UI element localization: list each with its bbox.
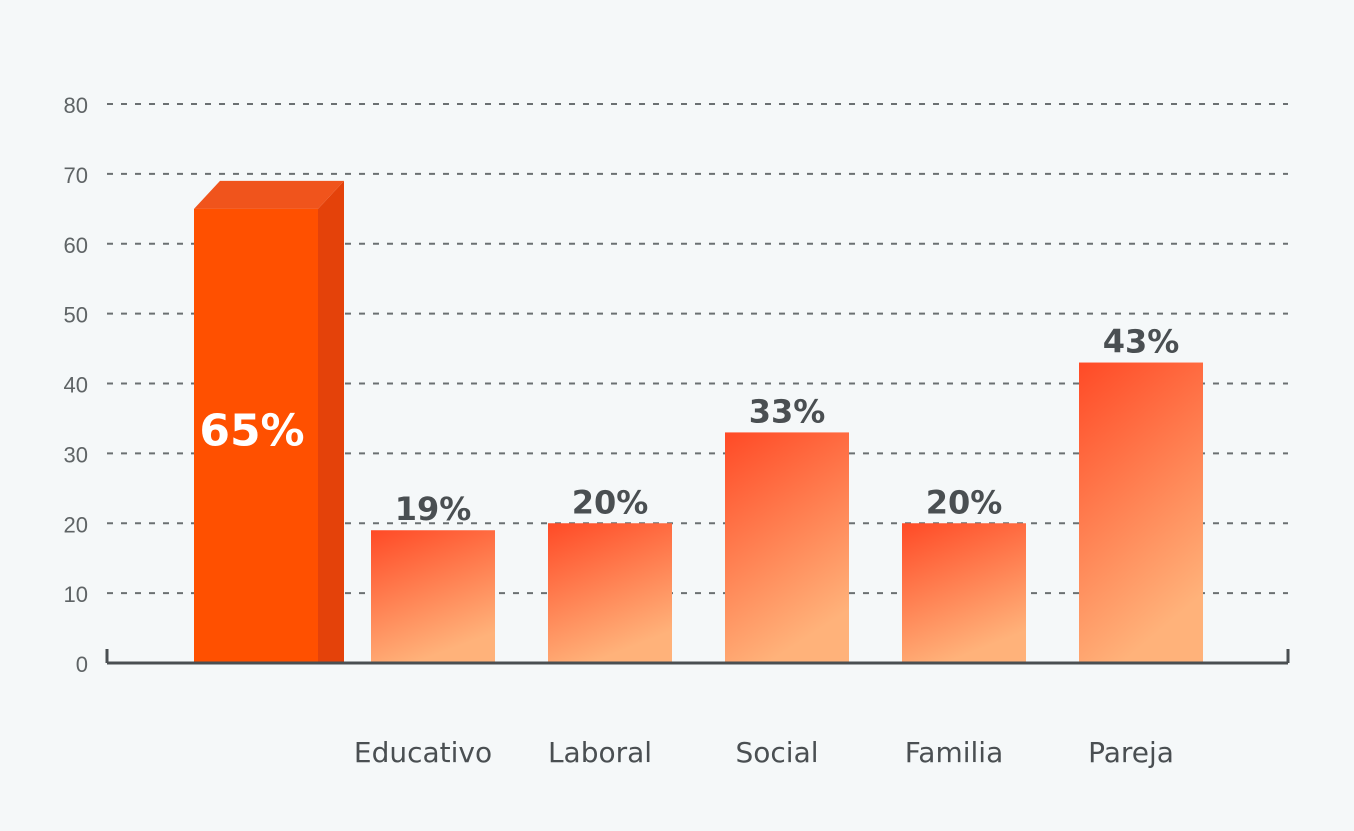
category-label: Social	[735, 736, 818, 769]
y-axis-ticks: 0 10 20 30 40 50 60 70 80	[64, 93, 88, 677]
y-tick-label: 50	[64, 303, 88, 328]
bar	[725, 432, 849, 663]
data-label: 20%	[572, 483, 649, 521]
data-labels: 65% 19% 20% 33% 20% 43%	[199, 323, 1179, 529]
x-axis	[105, 649, 1290, 665]
category-labels: Educativo Laboral Social Familia Pareja	[354, 736, 1174, 769]
category-label: Laboral	[548, 736, 652, 769]
bar	[902, 523, 1026, 663]
y-tick-label: 0	[76, 652, 88, 677]
data-label: 33%	[749, 392, 826, 430]
category-label: Pareja	[1088, 736, 1174, 769]
data-label: 43%	[1103, 323, 1180, 361]
bar-highlight-side	[318, 180, 344, 663]
y-tick-label: 80	[64, 93, 88, 118]
data-label: 20%	[926, 483, 1003, 521]
bar-highlight-top	[194, 180, 344, 209]
y-tick-label: 70	[64, 163, 88, 188]
bar	[548, 523, 672, 663]
category-label: Familia	[905, 736, 1003, 769]
bar-highlight	[194, 208, 318, 663]
y-tick-label: 40	[64, 373, 88, 398]
data-label: 19%	[395, 490, 472, 528]
y-tick-label: 10	[64, 582, 88, 607]
bar	[1079, 362, 1203, 663]
bar	[371, 530, 495, 663]
y-tick-label: 20	[64, 512, 88, 537]
y-tick-label: 60	[64, 233, 88, 258]
y-tick-label: 30	[64, 442, 88, 467]
bars	[194, 180, 1203, 663]
category-label: Educativo	[354, 736, 492, 769]
data-label: 65%	[199, 405, 304, 456]
